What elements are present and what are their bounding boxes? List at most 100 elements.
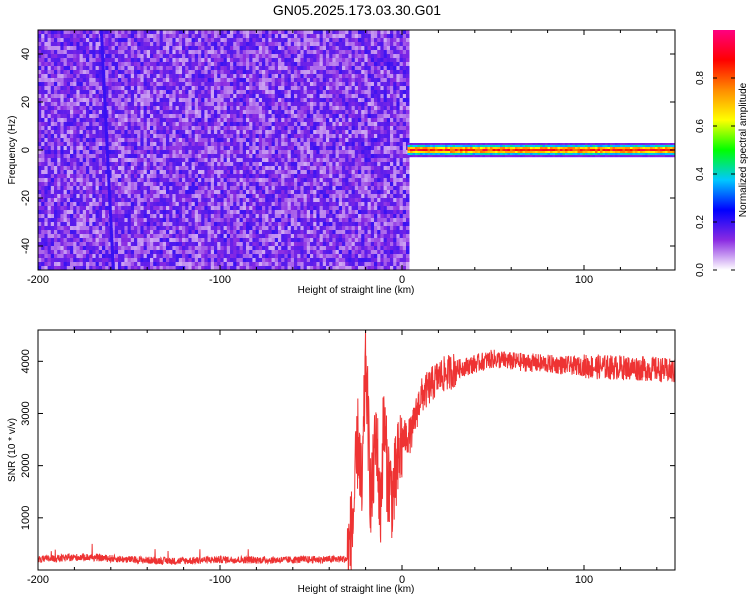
heatmap-cell [169,34,173,39]
heatmap-cell [255,66,260,71]
heatmap-cell [95,134,100,139]
heatmap-cell [66,106,71,111]
heatmap-cell [258,126,263,131]
heatmap-cell [127,90,132,95]
heatmap-cell [86,58,90,63]
heatmap-cell [98,202,103,207]
heatmap-cell [140,42,144,47]
heatmap-cell [137,38,141,43]
heatmap-cell [92,54,96,59]
heatmap-cell [162,114,167,119]
heatmap-cell [274,242,279,247]
heatmap-cell [258,30,263,35]
heatmap-cell [137,82,141,87]
heatmap-cell [60,74,64,79]
heatmap-cell [57,246,61,251]
heatmap-cell [140,174,144,179]
heatmap-cell [50,210,55,215]
heatmap-cell [76,158,80,163]
heatmap-cell [185,190,189,195]
heatmap-cell [153,90,157,95]
heatmap-cell [105,38,109,43]
heatmap-cell [297,190,301,195]
heatmap-cell [143,150,148,155]
heatmap-cell [194,90,199,95]
heatmap-cell [105,70,109,75]
heatmap-cell [153,226,157,231]
heatmap-cell [271,214,276,219]
heatmap-cell [271,94,276,99]
heatmap-cell [66,110,71,115]
heatmap-cell [121,186,125,191]
heatmap-cell [172,122,176,127]
heatmap-cell [63,98,68,103]
heatmap-cell [82,218,87,223]
heatmap-cell [249,78,253,83]
heatmap-cell [44,214,48,219]
heatmap-cell [140,86,144,91]
heatmap-cell [290,34,295,39]
heatmap-cell [159,146,164,151]
heatmap-cell [217,70,221,75]
heatmap-cell [121,162,125,167]
heatmap-cell [79,190,84,195]
heatmap-cell [271,222,276,227]
heatmap-cell [134,42,138,47]
heatmap-cell [95,262,100,267]
heatmap-cell [79,206,84,211]
heatmap-cell [294,166,298,171]
heatmap-cell [294,206,298,211]
heatmap-cell [265,214,269,219]
heatmap-cell [38,222,42,227]
heatmap-cell [102,42,106,47]
heatmap-cell [95,258,100,263]
heatmap-cell [172,78,176,83]
heatmap-cell [220,126,224,131]
heatmap-cell [274,102,279,107]
heatmap-cell [153,38,157,43]
heatmap-cell [137,30,141,35]
heatmap-cell [118,174,122,179]
heatmap-cell [217,246,221,251]
heatmap-cell [92,262,96,267]
heatmap-cell [182,154,186,159]
heatmap-cell [41,206,45,211]
heatmap-cell [95,78,100,83]
heatmap-cell [207,58,212,63]
heatmap-cell [182,118,186,123]
heatmap-cell [41,38,45,43]
heatmap-cell [57,30,61,35]
heatmap-cell [159,210,164,215]
heatmap-cell [300,78,304,83]
heatmap-cell [287,130,292,135]
heatmap-cell [70,150,74,155]
heatmap-cell [290,262,295,267]
heatmap-cell [140,190,144,195]
heatmap-cell [76,94,80,99]
heatmap-cell [169,182,173,187]
heatmap-cell [198,230,202,235]
heatmap-cell [143,30,148,35]
heatmap-cell [41,126,45,131]
heatmap-cell [207,46,212,51]
heatmap-cell [57,46,61,51]
heatmap-cell [108,46,112,51]
heatmap-cell [134,246,138,251]
heatmap-cell [140,206,144,211]
heatmap-cell [252,266,256,270]
heatmap-cell [44,262,48,267]
heatmap-cell [54,234,58,239]
heatmap-cell [102,174,106,179]
heatmap-cell [44,138,48,143]
heatmap-cell [118,138,122,143]
heatmap-cell [175,110,180,115]
heatmap-cell [79,234,84,239]
heatmap-cell [226,114,231,119]
heatmap-cell [108,58,112,63]
heatmap-cell [70,62,74,67]
heatmap-cell [262,150,266,155]
heatmap-cell [255,242,260,247]
heatmap-cell [300,222,304,227]
heatmap-cell [182,230,186,235]
heatmap-cell [178,66,183,71]
